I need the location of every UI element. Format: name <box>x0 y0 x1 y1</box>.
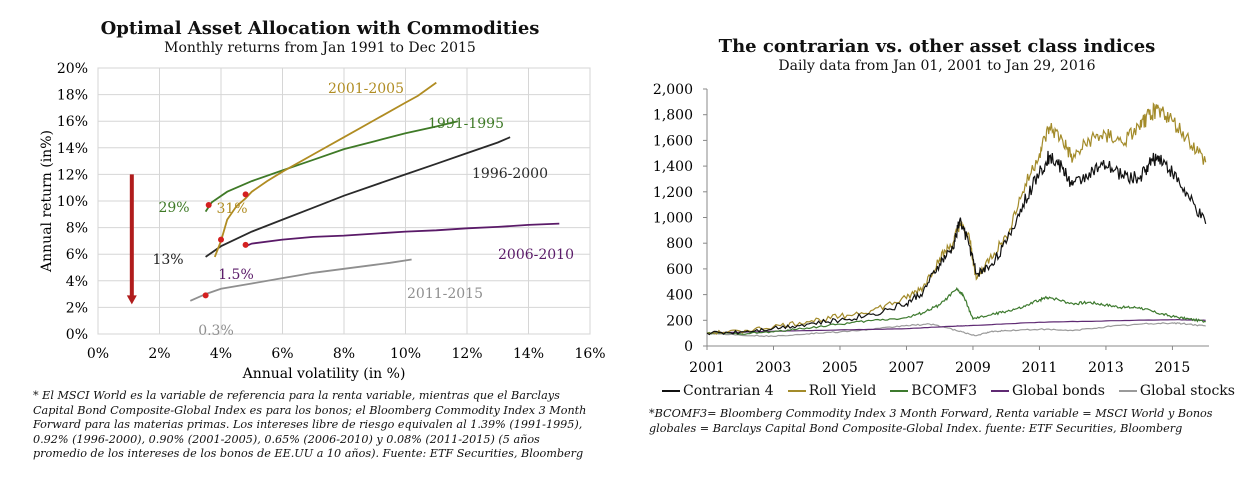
left-series-line-2006-2010 <box>245 222 560 248</box>
left-min-risk-point-1991-1995 <box>205 201 212 208</box>
right-y-tick-label: 1,800 <box>653 108 693 124</box>
left-series-line-1991-1995 <box>204 120 459 213</box>
left-x-tick-label: 12% <box>451 346 482 362</box>
right-chart-panel: The contrarian vs. other asset class ind… <box>625 0 1249 493</box>
left-chart-subtitle: Monthly returns from Jan 1991 to Dec 201… <box>164 40 476 56</box>
legend-label: Contrarian 4 <box>683 383 774 399</box>
left-x-tick-label: 16% <box>574 346 605 362</box>
left-min-risk-point-2006-2010 <box>242 241 249 248</box>
right-chart-title: The contrarian vs. other asset class ind… <box>718 36 1156 57</box>
left-series-line-2001-2005 <box>213 81 437 258</box>
left-y-axis-title: Annual return (in%) <box>39 130 55 273</box>
left-x-tick-label: 6% <box>271 346 293 362</box>
legend-swatch <box>1118 390 1137 392</box>
legend-swatch <box>991 390 1009 392</box>
left-y-tick-label: 4% <box>66 274 88 290</box>
left-x-tick-label: 0% <box>87 346 109 362</box>
right-y-tick-label: 200 <box>666 313 693 329</box>
legend-label: Global stocks <box>1139 383 1235 399</box>
left-chart-panel: Optimal Asset Allocation with Commoditie… <box>33 18 606 461</box>
right-x-tick-label: 2003 <box>756 360 792 376</box>
left-y-tick-label: 8% <box>66 221 88 237</box>
left-x-tick-label: 8% <box>333 346 355 362</box>
right-y-tick-label: 400 <box>666 288 693 304</box>
legend-item-global-stocks: Global stocks <box>1118 383 1235 399</box>
left-series-label-1996-2000: 1996-2000 <box>472 166 548 182</box>
legend-item-roll-yield: Roll Yield <box>787 383 877 399</box>
right-y-tick-label: 1,600 <box>653 133 693 149</box>
right-y-tick-label: 0 <box>684 339 693 355</box>
left-chart-title: Optimal Asset Allocation with Commoditie… <box>100 18 540 39</box>
legend-label: Roll Yield <box>808 383 877 399</box>
left-y-tick-label: 0% <box>66 327 88 343</box>
left-series-label-2011-2015: 2011-2015 <box>407 286 483 302</box>
left-x-tick-label: 2% <box>148 346 170 362</box>
right-x-tick-label: 2015 <box>1155 360 1191 376</box>
left-chart-svg: 0% 2% 4% 6% 8% 10% 12% 14% 16% 18% 20% 0% 2% 4% 6% 8% 10… <box>39 61 606 382</box>
left-x-tick-label: 10% <box>390 346 421 362</box>
left-y-tick-label: 10% <box>57 194 88 210</box>
legend-swatch <box>787 390 806 392</box>
left-min-risk-point-2011-2015 <box>202 292 209 299</box>
left-series-label-2006-2010: 2006-2010 <box>498 247 574 263</box>
right-series-line-roll-yield <box>706 102 1207 335</box>
left-x-axis-title: Annual volatility (in %) <box>242 366 406 382</box>
right-y-tick-label: 1,400 <box>653 159 693 175</box>
right-x-tick-label: 2007 <box>889 360 925 376</box>
right-x-tick-label: 2013 <box>1088 360 1124 376</box>
right-y-tick-label: 1,200 <box>653 185 693 201</box>
left-y-tick-label: 20% <box>57 61 88 77</box>
right-y-tick-label: 1,000 <box>653 211 693 227</box>
left-x-tick-label: 4% <box>210 346 232 362</box>
left-x-tick-label: 14% <box>513 346 544 362</box>
right-series-line-bcomf3 <box>706 286 1206 336</box>
right-y-tick-label: 600 <box>666 262 693 278</box>
right-series-line-global-stocks <box>706 322 1206 338</box>
left-y-tick-label: 14% <box>57 141 88 157</box>
right-chart-svg: 0 200 400 600 800 1,000 1,200 1,400 1,600 1,800 2,… <box>653 82 1209 376</box>
right-x-tick-label: 2009 <box>955 360 991 376</box>
legend-item-global-bonds: Global bonds <box>991 383 1105 399</box>
legend-label: BCOMF3 <box>911 383 977 399</box>
left-min-risk-label-2001-2005: 31% <box>216 201 247 217</box>
right-y-tick-label: 2,000 <box>653 82 693 98</box>
right-chart-legend: Contrarian 4 Roll Yield BCOMF3 Global bonds… <box>662 380 1249 399</box>
left-chart-footnote: * El MSCI World es la variable de refere… <box>33 389 587 461</box>
right-x-tick-label: 2011 <box>1022 360 1058 376</box>
left-y-tick-label: 12% <box>57 167 88 183</box>
legend-item-contrarian-4: Contrarian 4 <box>662 383 774 399</box>
right-series-line-global-bonds <box>707 318 1206 334</box>
left-min-risk-point-2001-2005 <box>242 191 249 198</box>
right-x-tick-label: 2005 <box>822 360 858 376</box>
legend-swatch <box>890 390 909 392</box>
left-min-risk-label-2011-2015: 0.3% <box>198 323 234 339</box>
right-series-line-contrarian-4 <box>706 150 1207 336</box>
left-min-risk-label-1996-2000: 13% <box>152 252 183 268</box>
legend-item-bcomf3: BCOMF3 <box>890 383 977 399</box>
down-arrow-icon <box>126 295 137 305</box>
legend-swatch <box>662 390 680 392</box>
left-min-risk-label-1991-1995: 29% <box>158 200 189 216</box>
left-series-line-2011-2015 <box>189 258 412 302</box>
left-y-tick-label: 16% <box>57 114 88 130</box>
right-x-tick-label: 2001 <box>689 360 725 376</box>
left-min-risk-label-2006-2010: 1.5% <box>218 267 254 283</box>
legend-label: Global bonds <box>1012 383 1105 399</box>
left-y-tick-label: 2% <box>66 300 88 316</box>
left-series-label-1991-1995: 1991-1995 <box>428 116 504 132</box>
left-series-line-1996-2000 <box>205 136 511 258</box>
right-y-tick-label: 800 <box>666 236 693 252</box>
right-chart-subtitle: Daily data from Jan 01, 2001 to Jan 29, … <box>778 58 1096 74</box>
left-min-risk-point-extra <box>218 236 224 243</box>
left-y-tick-label: 6% <box>66 247 88 263</box>
left-series-label-2001-2005: 2001-2005 <box>328 81 404 97</box>
left-y-tick-label: 18% <box>57 88 88 104</box>
right-chart-footnote: *BCOMF3= Bloomberg Commodity Index 3 Mon… <box>649 407 1213 435</box>
